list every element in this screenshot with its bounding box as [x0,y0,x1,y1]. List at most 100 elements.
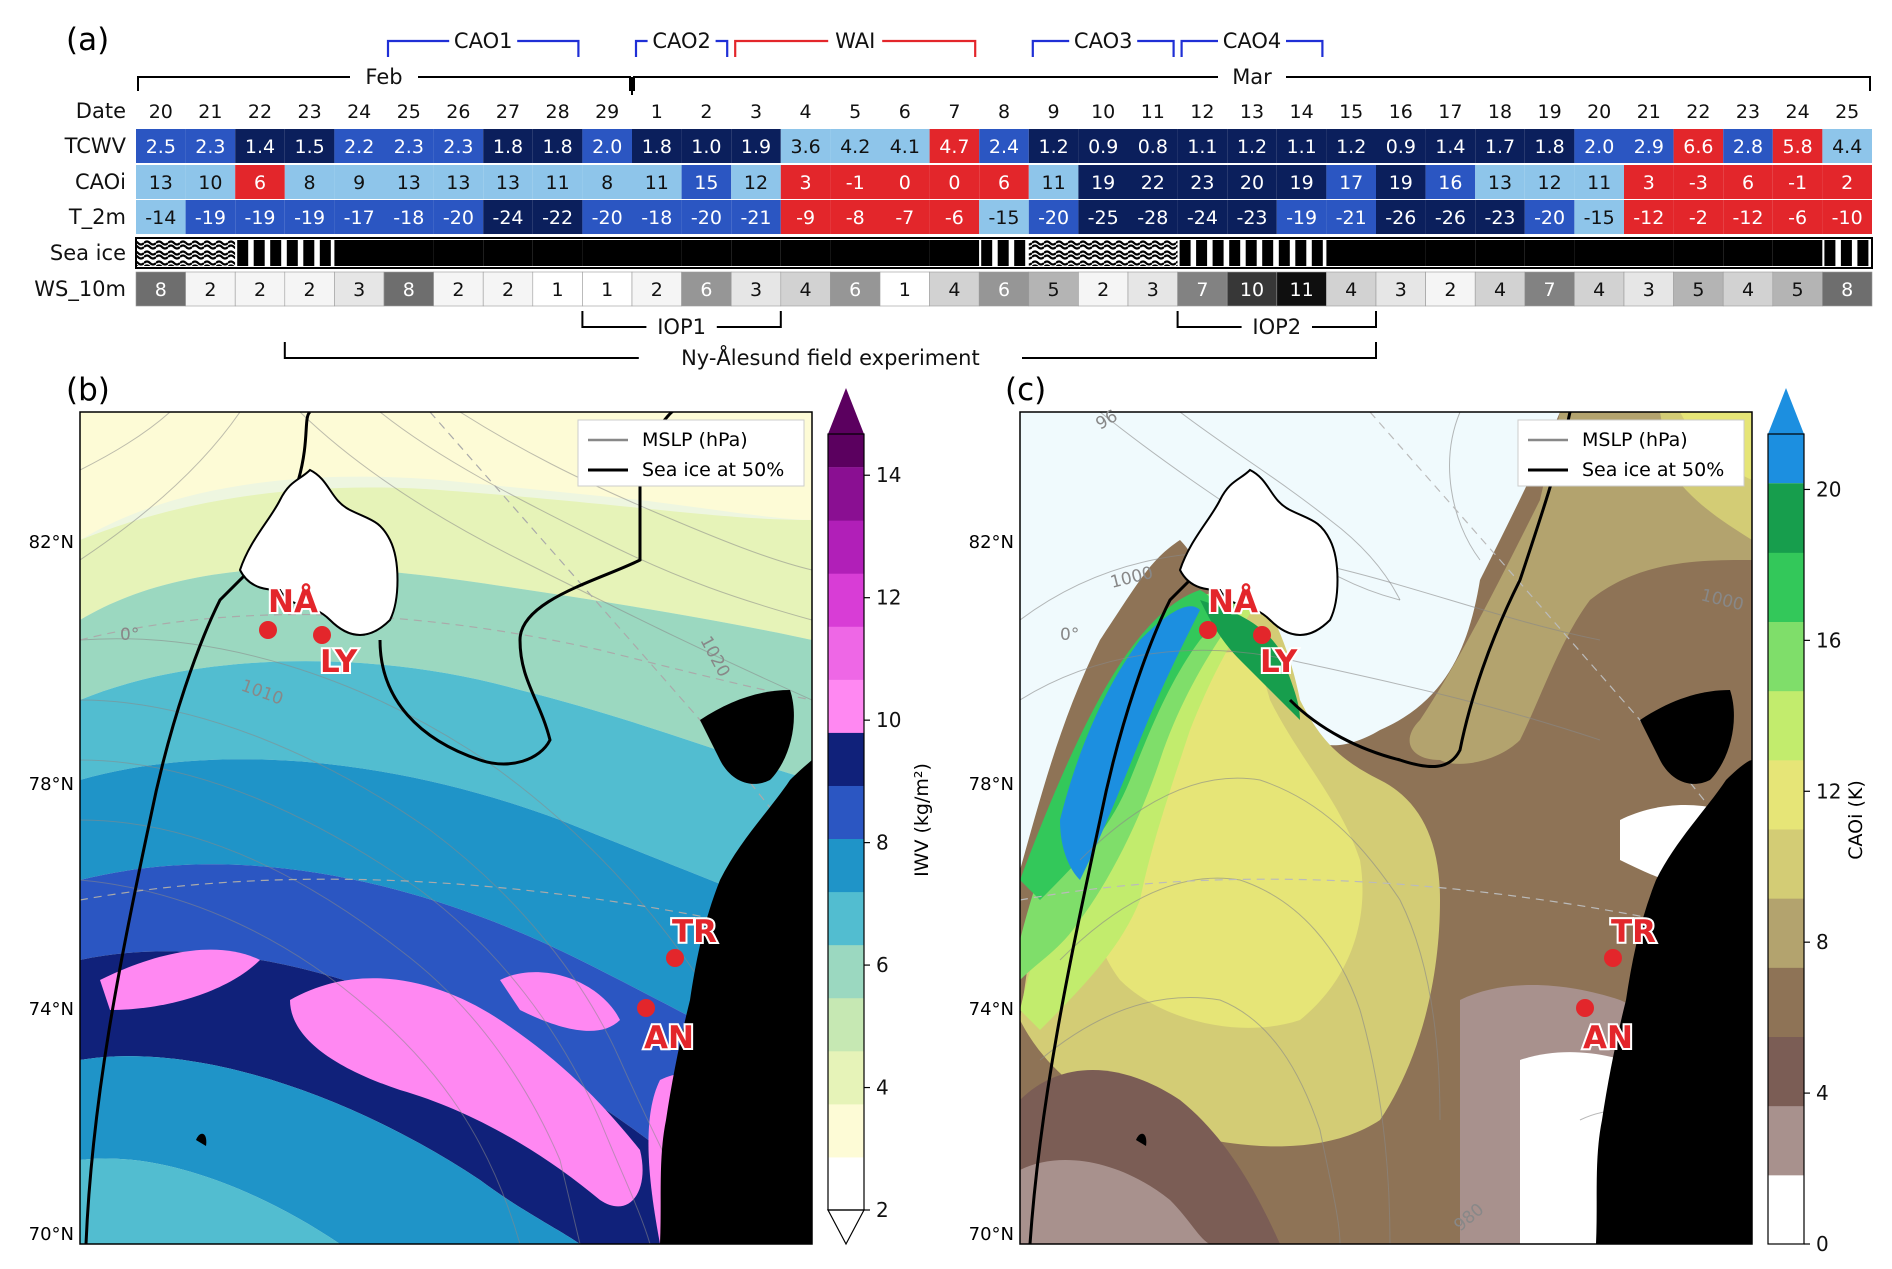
lat-tick-b-82: 82°N [29,532,74,553]
sea-ice-bar [1179,240,1191,266]
tcwv-value: 2.3 [394,136,424,158]
month-bracket [633,76,1871,91]
caoi-value: 13 [149,172,173,194]
t2m-value: -26 [1435,207,1466,229]
tcwv-cell [1227,129,1277,163]
sea-ice-cell [780,240,831,266]
caoi-value: 10 [198,172,222,194]
t2m-cell [780,200,831,234]
ws-cell [1375,271,1426,307]
tcwv-value: 3.6 [790,136,820,158]
ws-cell [1524,271,1575,307]
event-label: CAO2 [652,29,711,53]
ws-cell [1028,271,1079,307]
station-marker-tromso-b [666,949,684,967]
caoi-value: 16 [1438,172,1462,194]
sea-ice-bar [1857,240,1869,266]
tcwv-cell [1475,129,1525,163]
t2m-value: -20 [1038,207,1069,229]
caoi-cell [1475,165,1525,199]
tcwv-value: 2.9 [1634,136,1664,158]
sea-ice-cell [731,240,781,266]
campaign-bracket [283,342,1377,359]
ws-cell [879,271,930,307]
panel-c-map: MSLP (hPa) Sea ice at 50% 82°N 78°N 74°N… [969,406,1753,1245]
station-marker-ny-alesund-b [259,621,277,639]
tcwv-cell [1822,129,1872,163]
lat-tick-c-78: 78°N [969,774,1014,795]
tcwv-value: 2.8 [1733,136,1763,158]
date-cell: 4 [800,101,812,123]
tcwv-cell [681,129,732,163]
caoi-cell [235,165,285,199]
caoi-cell [979,165,1029,199]
sea-ice-cell [334,240,384,266]
tcwv-cell [582,129,632,163]
tcwv-cell [1624,129,1674,163]
colorbar-tick-label: 4 [876,1076,889,1100]
tcwv-cell [880,129,930,163]
tcwv-cell [1078,129,1128,163]
t2m-value: -19 [244,207,275,229]
ws-cell [1226,271,1278,307]
tcwv-cell [136,129,186,163]
tcwv-cell [1177,129,1228,163]
sea-ice-cell [1376,240,1426,266]
ws-cell [334,271,385,307]
date-cell: 23 [298,101,322,123]
caoi-cell [334,165,384,199]
tcwv-value: 0.9 [1386,136,1416,158]
tcwv-value: 1.4 [1435,136,1465,158]
date-cell: 24 [1786,101,1810,123]
ws-value: 3 [1643,279,1655,301]
colorbar-tick-label: 20 [1816,477,1841,501]
tcwv-value: 2.0 [1584,136,1614,158]
ws-value: 2 [304,279,316,301]
ws-value: 6 [700,279,712,301]
caoi-value: 8 [304,172,316,194]
row-label-date: Date [76,99,126,123]
caoi-value: 12 [744,172,768,194]
date-cell: 20 [149,101,173,123]
campaign-bracket [581,311,782,328]
month-label: Mar [1232,65,1272,89]
colorbar-iwv: 2 4 6 8 10 12 14 [827,388,901,1246]
ws-cell [830,271,881,307]
colorbar-band [828,785,864,840]
sea-ice-cell [433,240,484,266]
sea-ice-bar [270,240,282,266]
panel-label-c: (c) [1005,372,1046,408]
panel-a-table: Date TCWV CAOi T_2m Sea ice WS_10m Feb Mar CAO1 C… [34,29,1873,370]
t2m-value: -2 [1689,207,1708,229]
tcwv-value: 1.4 [245,136,275,158]
caoi-value: 0 [899,172,911,194]
campaign-bracket [1176,311,1377,328]
station-marker-longyearbyen-b [313,626,331,644]
panel-b-map: MSLP (hPa) Sea ice at 50% 82°N 78°N 74°N… [29,411,813,1245]
tcwv-cell [483,129,533,163]
ws-value: 5 [1048,279,1060,301]
station-label-tromso-c: TR [1611,914,1656,950]
tcwv-value: 2.3 [443,136,473,158]
colorbar-band [828,626,864,680]
tcwv-cell [384,129,434,163]
caoi-value: 19 [1091,172,1115,194]
t2m-cell [1822,200,1872,234]
t2m-value: -24 [492,207,523,229]
tcwv-value: 6.6 [1683,136,1713,158]
colorbar-band [1768,967,1804,1037]
date-cell: 21 [198,101,222,123]
tcwv-cell [830,129,880,163]
sea-ice-bar [1311,240,1323,266]
t2m-value: -9 [796,207,815,229]
tcwv-cell [731,129,781,163]
station-label-ny-alesund-c: NÅ [1208,583,1258,620]
tcwv-value: 0.9 [1088,136,1118,158]
ws-value: 3 [353,279,365,301]
event-bracket [386,39,580,57]
t2m-cell [1772,200,1823,234]
contour-label-c-0deg: 0° [1060,625,1079,645]
event-bracket [734,39,977,57]
ws-value: 3 [1147,279,1159,301]
tcwv-cell [1673,129,1724,163]
